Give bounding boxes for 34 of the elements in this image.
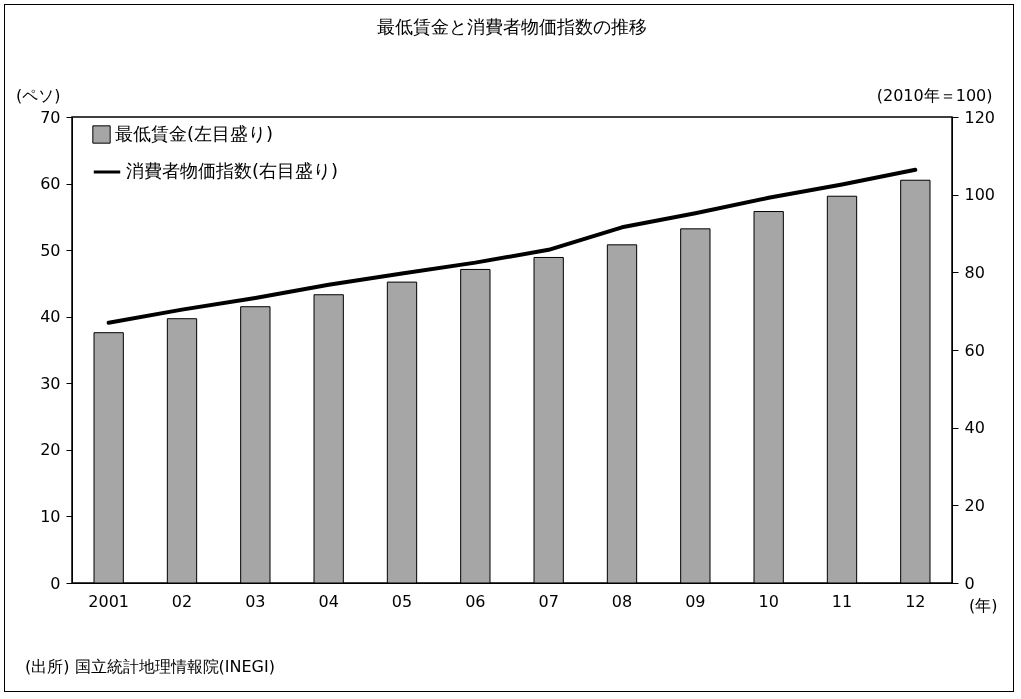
x-tick-label: 07 [538, 591, 559, 611]
x-axis-title: (年) [969, 595, 998, 615]
y2-axis-title: (2010年＝100) [876, 85, 993, 105]
legend-label: 消費者物価指数(右目盛り) [126, 160, 339, 181]
x-tick-label: 06 [465, 591, 486, 611]
x-tick-label: 11 [831, 591, 853, 611]
x-tick-label: 05 [391, 591, 413, 611]
y-tick-label: 30 [40, 373, 61, 393]
y2-tick-label: 60 [964, 340, 985, 360]
x-tick-label: 2001 [88, 591, 130, 611]
chart-title: 最低賃金と消費者物価指数の推移 [377, 16, 647, 37]
x-tick-label: 10 [758, 591, 779, 611]
y2-tick-label: 120 [964, 107, 996, 127]
y2-tick-label: 40 [964, 418, 985, 438]
legend-label: 最低賃金(左目盛り) [115, 122, 274, 144]
y2-tick-label: 0 [964, 573, 975, 593]
y2-tick-label: 80 [964, 262, 985, 282]
x-tick-label: 03 [245, 591, 266, 611]
y-tick-label: 0 [50, 573, 61, 593]
y-tick-label: 40 [40, 307, 61, 327]
y-tick-label: 70 [40, 107, 61, 127]
x-tick-label: 08 [611, 591, 633, 611]
y-tick-label: 20 [40, 440, 61, 460]
y-tick-label: 60 [40, 174, 61, 194]
y-axis-title: (ペソ) [16, 85, 61, 105]
y2-tick-label: 100 [964, 185, 996, 205]
x-tick-label: 09 [685, 591, 706, 611]
x-tick-label: 04 [318, 591, 339, 611]
y2-tick-label: 20 [964, 495, 985, 515]
x-tick-label: 12 [905, 591, 926, 611]
y-tick-label: 50 [40, 240, 61, 260]
x-tick-label: 02 [171, 591, 193, 611]
y-tick-label: 10 [40, 506, 61, 526]
text: (出所) 国立統計地理情報院(INEGI) [25, 657, 275, 678]
